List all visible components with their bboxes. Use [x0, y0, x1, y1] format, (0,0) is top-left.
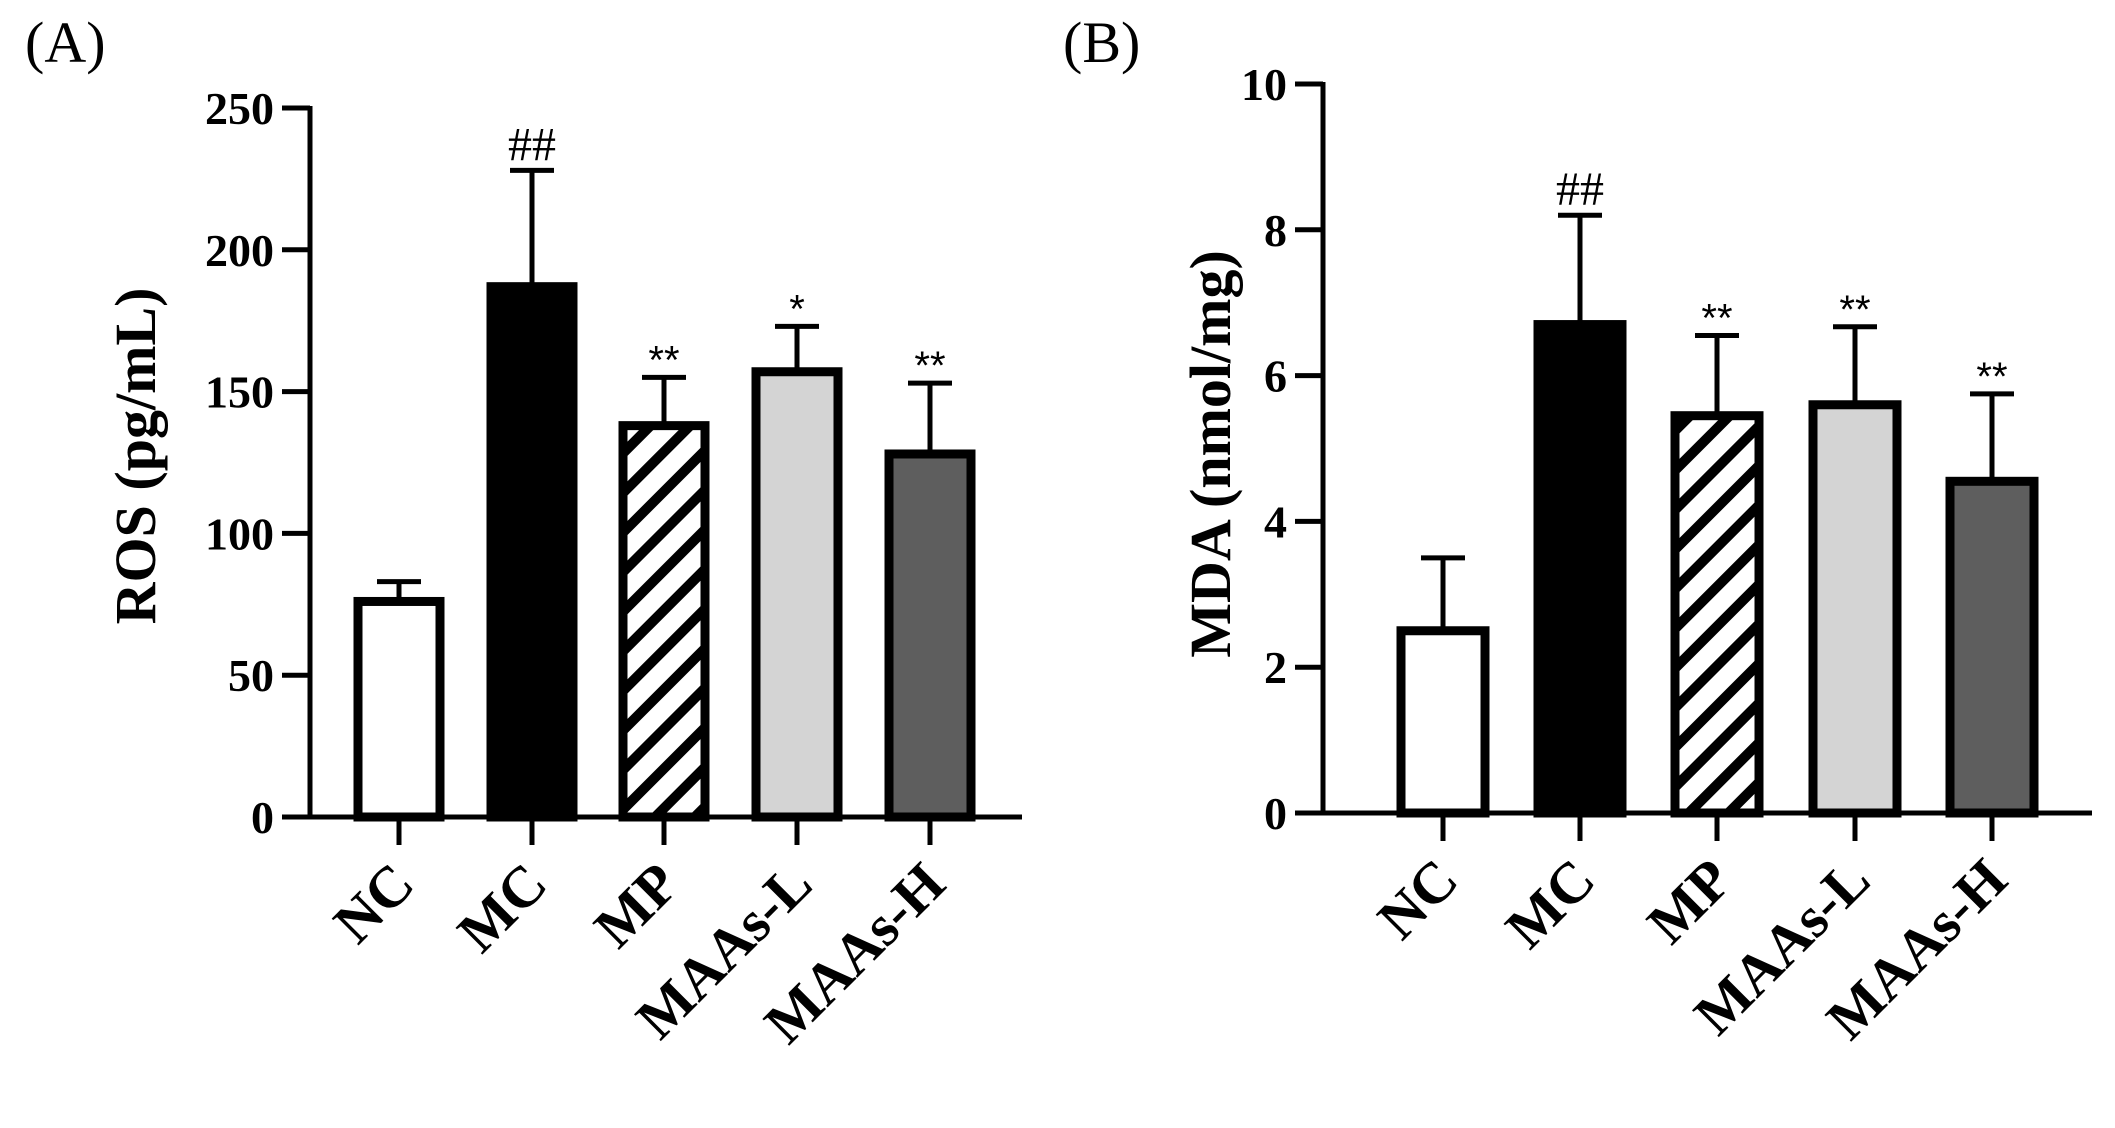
- y-axis-label: ROS (pg/mL): [103, 288, 168, 625]
- x-tick-label: NC: [1365, 846, 1470, 951]
- y-tick-label: 0: [251, 792, 274, 843]
- bar-mp: [618, 421, 710, 822]
- y-tick-label: 100: [205, 508, 274, 559]
- y-tick-label: 0: [1264, 788, 1287, 839]
- panel-a-chart: (A) ROS (pg/mL) ##*****050100150200250NC…: [25, 10, 1022, 1056]
- y-tick-label: 10: [1241, 59, 1287, 110]
- x-tick-label: MC: [1493, 846, 1607, 960]
- y-tick-label: 150: [205, 367, 274, 418]
- y-tick-label: 6: [1264, 351, 1287, 402]
- significance-label: **: [914, 344, 945, 388]
- bar-maas-l: [1808, 400, 1902, 818]
- significance-label: ##: [1556, 163, 1604, 216]
- significance-label: **: [1701, 297, 1732, 341]
- y-tick-label: 8: [1264, 205, 1287, 256]
- bar-mc: [1533, 320, 1627, 818]
- significance-label: **: [1839, 288, 1870, 332]
- x-tick-label: MC: [445, 850, 559, 964]
- bar-nc: [1396, 626, 1490, 818]
- y-tick-label: 2: [1264, 642, 1287, 693]
- significance-label: **: [648, 338, 679, 382]
- x-tick-label: MP: [1634, 846, 1744, 956]
- y-tick-label: 250: [205, 83, 274, 134]
- panel-label: (A): [25, 10, 106, 75]
- bar-mc: [486, 282, 578, 822]
- bar-mp: [1670, 411, 1764, 818]
- significance-label: *: [789, 287, 805, 331]
- significance-label: **: [1976, 355, 2007, 399]
- significance-label: ##: [508, 118, 556, 171]
- bar-nc: [353, 596, 445, 822]
- panel-label: (B): [1063, 10, 1140, 75]
- bar-maas-h: [884, 449, 976, 822]
- x-tick-label: MP: [581, 850, 691, 960]
- y-axis-label: MDA (nmol/mg): [1178, 250, 1243, 658]
- y-tick-label: 200: [205, 225, 274, 276]
- x-tick-label: NC: [321, 850, 426, 955]
- y-tick-label: 4: [1264, 496, 1287, 547]
- bar-maas-l: [751, 367, 843, 822]
- bar-maas-h: [1945, 476, 2039, 818]
- y-tick-label: 50: [228, 650, 274, 701]
